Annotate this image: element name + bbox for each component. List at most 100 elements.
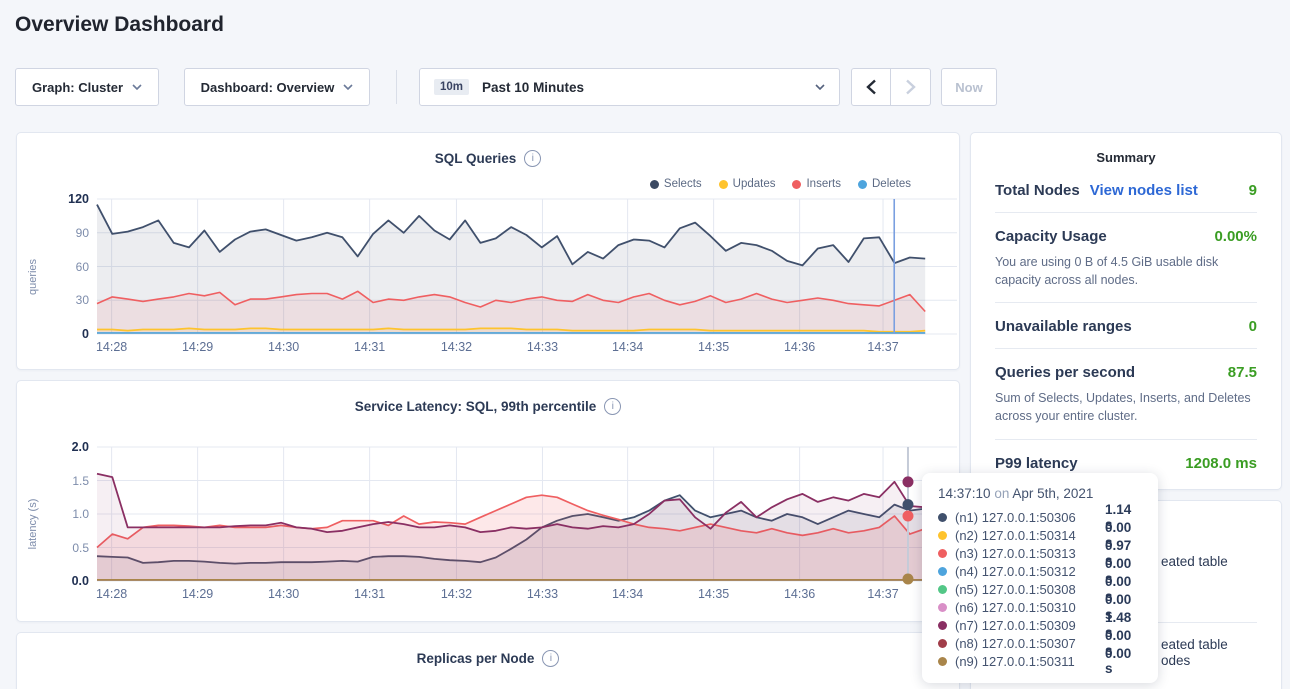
p99-latency-value: 1208.0 ms bbox=[1185, 454, 1257, 472]
tooltip-node-row: (n9) 127.0.0.1:50311 0.00 s bbox=[938, 646, 1142, 676]
y-tick-label: 60 bbox=[75, 259, 89, 274]
event-text-fragment: eated table bbox=[1161, 637, 1228, 652]
tooltip-time: 14:37:10 bbox=[938, 486, 991, 501]
view-nodes-list-link[interactable]: View nodes list bbox=[1089, 182, 1198, 199]
sql-queries-chart[interactable]: queries 0 30 60 90 120 14:28 14:29 14:30 14:31 1… bbox=[19, 192, 959, 354]
x-tick-label: 14:34 bbox=[611, 587, 644, 601]
legend-item-inserts[interactable]: Inserts bbox=[792, 178, 841, 190]
x-tick-label: 14:28 bbox=[95, 340, 128, 354]
plot-area[interactable] bbox=[96, 446, 957, 585]
legend-label: Selects bbox=[663, 178, 702, 190]
tooltip-node-row: (n8) 127.0.0.1:50307 0.00 s bbox=[938, 628, 1142, 658]
node-color-dot bbox=[938, 548, 947, 558]
event-text-fragment: odes bbox=[1161, 653, 1191, 668]
summary-row-unavailable-ranges: Unavailable ranges 0 bbox=[995, 303, 1257, 350]
legend-dot bbox=[858, 179, 867, 189]
now-button-label: Now bbox=[955, 79, 983, 95]
chevron-down-icon bbox=[815, 84, 825, 90]
summary-row-p99-latency: P99 latency 1208.0 ms bbox=[995, 440, 1257, 485]
capacity-usage-subtext: You are using 0 B of 4.5 GiB usable disk… bbox=[995, 255, 1219, 288]
controls-divider bbox=[396, 70, 397, 104]
chevron-down-icon bbox=[132, 84, 142, 90]
tooltip-on-word: on bbox=[994, 486, 1010, 501]
time-range-badge: 10m bbox=[434, 79, 470, 95]
x-tick-label: 14:35 bbox=[697, 340, 730, 354]
now-button[interactable]: Now bbox=[941, 68, 997, 106]
tooltip-rows: (n1) 127.0.0.1:50306 1.14 s (n2) 127.0.0.1… bbox=[938, 502, 1142, 676]
tooltip-timestamp: 14:37:10 on Apr 5th, 2021 bbox=[938, 486, 1142, 501]
x-tick-label: 14:31 bbox=[353, 340, 386, 354]
y-tick-label: 2.0 bbox=[71, 440, 89, 454]
node-color-dot bbox=[938, 566, 947, 576]
legend-dot bbox=[649, 179, 659, 189]
x-tick-label: 14:37 bbox=[867, 587, 899, 601]
chevron-left-icon bbox=[865, 79, 876, 95]
time-prev-button[interactable] bbox=[851, 68, 891, 106]
node-latency-value: 0.97 s bbox=[1104, 538, 1132, 568]
event-text-fragment: eated table bbox=[1161, 554, 1228, 569]
dashboard-dropdown[interactable]: Dashboard: Overview bbox=[184, 68, 370, 106]
node-address: (n3) 127.0.0.1:50313 bbox=[955, 545, 1076, 561]
node-color-dot bbox=[938, 656, 947, 666]
node-color-dot bbox=[938, 530, 947, 540]
x-tick-label: 14:29 bbox=[181, 340, 214, 354]
chart-hover-tooltip: 14:37:10 on Apr 5th, 2021 (n1) 127.0.0.1… bbox=[922, 473, 1158, 683]
y-tick-label: 1.5 bbox=[72, 473, 89, 488]
info-icon[interactable]: i bbox=[524, 149, 542, 167]
graph-dropdown[interactable]: Graph: Cluster bbox=[15, 68, 159, 106]
node-address: (n1) 127.0.0.1:50306 bbox=[955, 509, 1076, 525]
node-latency-value: 0.00 s bbox=[1104, 556, 1132, 586]
x-tick-label: 14:35 bbox=[697, 587, 730, 601]
x-axis-ticks: 14:28 14:29 14:30 14:31 14:32 14:33 14:34 14:35… bbox=[95, 334, 957, 354]
legend-item-updates[interactable]: Updates bbox=[718, 178, 776, 190]
node-latency-value: 0.00 s bbox=[1104, 646, 1132, 676]
queries-per-second-label: Queries per second bbox=[995, 364, 1136, 382]
tooltip-node-row: (n1) 127.0.0.1:50306 1.14 s bbox=[938, 502, 1142, 532]
legend-item-selects[interactable]: Selects bbox=[649, 178, 702, 190]
node-address: (n6) 127.0.0.1:50310 bbox=[955, 599, 1076, 615]
tooltip-node-row: (n7) 127.0.0.1:50309 1.48 s bbox=[938, 610, 1142, 640]
time-next-button[interactable] bbox=[891, 68, 931, 106]
legend-dot bbox=[718, 179, 728, 189]
capacity-usage-value: 0.00% bbox=[1214, 228, 1257, 245]
x-tick-label: 14:28 bbox=[95, 587, 128, 601]
queries-per-second-subtext: Sum of Selects, Updates, Inserts, and De… bbox=[995, 391, 1251, 424]
legend-label: Updates bbox=[732, 178, 776, 190]
node-address: (n7) 127.0.0.1:50309 bbox=[955, 617, 1076, 633]
node-latency-value: 0.00 s bbox=[1104, 592, 1132, 622]
service-latency-chart[interactable]: latency (s) 0.0 0.5 1.0 1.5 2.0 14:28 14:29 14… bbox=[19, 440, 959, 601]
node-latency-value: 1.48 s bbox=[1104, 610, 1132, 640]
tooltip-node-row: (n6) 127.0.0.1:50310 0.00 s bbox=[938, 592, 1142, 622]
x-tick-label: 14:33 bbox=[526, 587, 559, 601]
queries-per-second-value: 87.5 bbox=[1227, 364, 1257, 382]
summary-row-qps: Queries per second 87.5 Sum of Selects, … bbox=[995, 349, 1257, 440]
node-address: (n5) 127.0.0.1:50308 bbox=[955, 581, 1076, 597]
replicas-per-node-card: Replicas per Node i bbox=[16, 632, 960, 689]
info-icon[interactable]: i bbox=[542, 649, 560, 667]
y-tick-label: 90 bbox=[75, 225, 89, 240]
x-tick-label: 14:30 bbox=[267, 587, 300, 601]
summary-row-capacity: Capacity Usage 0.00% You are using 0 B o… bbox=[995, 213, 1257, 304]
dashboard-dropdown-label: Dashboard: Overview bbox=[200, 79, 335, 95]
node-color-dot bbox=[938, 638, 947, 648]
node-latency-value: 0.00 s bbox=[1104, 520, 1132, 550]
legend-label: Deletes bbox=[872, 178, 911, 190]
plot-area[interactable] bbox=[96, 198, 957, 335]
legend-label: Inserts bbox=[806, 178, 841, 190]
legend-item-deletes[interactable]: Deletes bbox=[858, 178, 911, 190]
service-latency-card: Service Latency: SQL, 99th percentile i … bbox=[16, 380, 960, 622]
node-color-dot bbox=[938, 602, 947, 612]
info-icon[interactable]: i bbox=[604, 397, 622, 415]
node-latency-value: 0.00 s bbox=[1104, 574, 1132, 604]
x-tick-label: 14:34 bbox=[611, 340, 644, 354]
node-address: (n4) 127.0.0.1:50312 bbox=[955, 563, 1076, 579]
x-tick-label: 14:32 bbox=[440, 587, 473, 601]
legend-dot bbox=[792, 179, 802, 189]
unavailable-ranges-value: 0 bbox=[1248, 318, 1257, 336]
node-address: (n2) 127.0.0.1:50314 bbox=[955, 527, 1076, 543]
p99-latency-label: P99 latency bbox=[995, 454, 1078, 472]
time-range-picker[interactable]: 10m Past 10 Minutes bbox=[419, 68, 840, 106]
summary-row-total-nodes: Total Nodes View nodes list 9 bbox=[995, 167, 1257, 213]
y-axis: latency (s) 0.0 0.5 1.0 1.5 2.0 bbox=[19, 440, 97, 601]
tooltip-date: Apr 5th, 2021 bbox=[1012, 486, 1094, 501]
